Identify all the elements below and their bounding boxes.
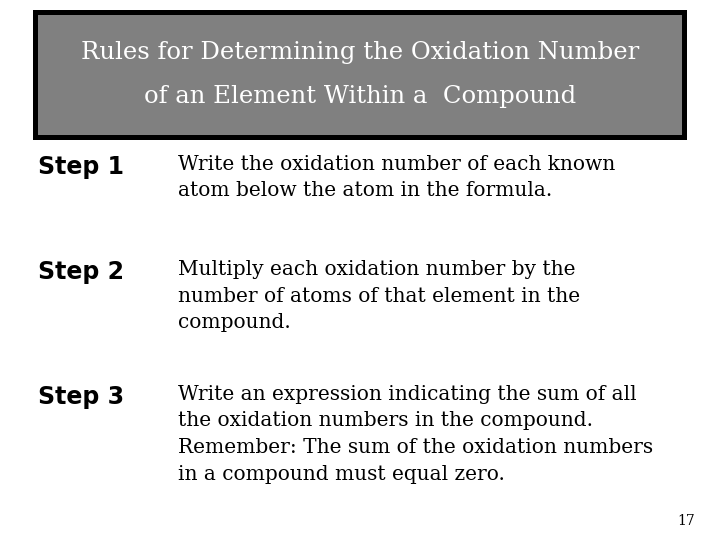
Text: Step 2: Step 2 — [38, 260, 124, 284]
FancyBboxPatch shape — [33, 10, 687, 140]
Text: Step 1: Step 1 — [38, 155, 124, 179]
Text: Write an expression indicating the sum of all
the oxidation numbers in the compo: Write an expression indicating the sum o… — [178, 385, 653, 483]
Text: Write the oxidation number of each known
atom below the atom in the formula.: Write the oxidation number of each known… — [178, 155, 616, 200]
Text: 17: 17 — [678, 514, 695, 528]
FancyBboxPatch shape — [38, 15, 682, 135]
Text: Rules for Determining the Oxidation Number: Rules for Determining the Oxidation Numb… — [81, 42, 639, 64]
Text: Step 3: Step 3 — [38, 385, 124, 409]
Text: of an Element Within a  Compound: of an Element Within a Compound — [144, 85, 576, 109]
Text: Multiply each oxidation number by the
number of atoms of that element in the
com: Multiply each oxidation number by the nu… — [178, 260, 580, 332]
